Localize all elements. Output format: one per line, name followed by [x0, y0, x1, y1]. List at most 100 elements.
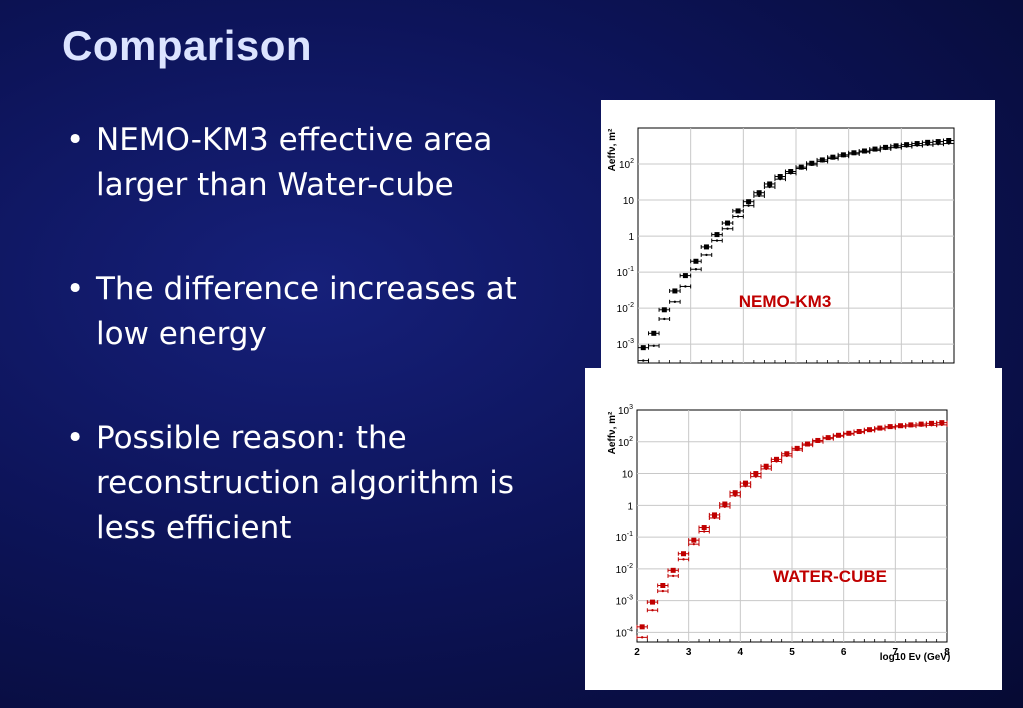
bullet-list: • NEMO-KM3 effective area larger than Wat… [62, 118, 572, 610]
bullet-text: NEMO-KM3 effective area larger than Wate… [96, 122, 493, 203]
data-point-secondary [915, 144, 919, 147]
data-point [918, 421, 924, 427]
water-cube-effective-area-chart: 2 3 4 5 6 7 8 10-4 10-3 10-2 10-1 1 10 102 103 log10 Eν… [607, 404, 951, 663]
data-point [840, 152, 846, 158]
y-tick-label: 10 [622, 470, 634, 481]
data-point-secondary [651, 609, 654, 612]
data-point-secondary [795, 448, 799, 452]
data-point [925, 139, 931, 145]
data-point-secondary [806, 444, 809, 447]
data-point-secondary [684, 285, 687, 288]
bullet-dot: • [66, 271, 85, 307]
y-tick-label: 1 [627, 501, 633, 512]
data-point [784, 451, 790, 457]
y-tick-label: 10-1 [616, 531, 633, 544]
chart-series-label: NEMO-KM3 [739, 292, 832, 311]
bullet-item: • The difference increases at low energy [62, 267, 572, 357]
data-point-secondary [779, 177, 782, 181]
data-point-secondary [852, 152, 856, 156]
y-tick-label: 10-1 [617, 266, 634, 279]
data-point-secondary [930, 424, 933, 427]
data-point [682, 273, 688, 279]
x-tick-label: 2 [634, 647, 640, 658]
data-point-secondary [692, 542, 696, 546]
y-tick-label: 103 [618, 404, 633, 417]
data-point-secondary [899, 425, 902, 429]
data-point [883, 144, 889, 150]
data-point [703, 244, 709, 250]
y-tick-label: 10-2 [616, 563, 633, 576]
watercube-chart-panel: 2 3 4 5 6 7 8 10-4 10-3 10-2 10-1 1 10 102 103 log10 Eν… [585, 368, 1002, 690]
data-point-secondary [723, 505, 727, 508]
data-point-secondary [810, 163, 813, 167]
data-point-secondary [816, 440, 820, 443]
data-point [777, 174, 783, 180]
y-tick-label: 10 [623, 196, 635, 207]
x-tick-label: 3 [686, 647, 692, 658]
x-tick-label: 4 [738, 647, 744, 658]
data-point-secondary [905, 145, 908, 148]
data-point-secondary [800, 167, 803, 170]
x-tick-label: 7 [893, 647, 899, 658]
data-point [794, 445, 800, 451]
x-axis-label: log10 Eν (GeV) [880, 652, 951, 663]
data-point-secondary [768, 185, 771, 189]
data-point-secondary [715, 239, 719, 242]
data-point-secondary [754, 475, 758, 478]
data-point-secondary [713, 516, 716, 520]
bullet-text: The difference increases at low energy [96, 271, 517, 352]
data-point [725, 220, 731, 226]
slide-title: Comparison [62, 22, 313, 69]
data-point [650, 599, 655, 605]
y-tick-label: 102 [619, 158, 634, 171]
data-point-secondary [733, 494, 737, 497]
data-point [929, 420, 934, 426]
data-point-secondary [736, 215, 740, 218]
data-point [681, 551, 686, 557]
data-point [893, 143, 899, 149]
data-point [904, 142, 910, 148]
data-point-secondary [694, 268, 698, 271]
data-point-secondary [663, 317, 666, 321]
data-point-secondary [888, 426, 892, 430]
bullet-item: • Possible reason: the reconstruction alg… [62, 416, 572, 551]
y-axis-label: Aeffν, m² [607, 411, 618, 454]
data-point [872, 146, 878, 152]
data-point-secondary [863, 150, 866, 154]
data-point [798, 164, 804, 170]
data-point-secondary [747, 204, 750, 207]
data-point [819, 157, 825, 163]
bullet-item: • NEMO-KM3 effective area larger than Wat… [62, 118, 572, 208]
y-tick-label: 1 [628, 232, 634, 243]
data-point-secondary [785, 454, 789, 458]
bullet-dot: • [66, 122, 85, 158]
data-point [946, 137, 952, 143]
y-tick-label: 10-3 [617, 338, 634, 351]
data-point [887, 424, 893, 430]
data-point-secondary [640, 636, 644, 639]
data-point-secondary [947, 142, 950, 145]
data-point-secondary [764, 467, 768, 471]
data-point-secondary [937, 143, 940, 146]
data-point-secondary [789, 172, 792, 175]
x-tick-label: 8 [944, 647, 950, 658]
data-point [908, 422, 914, 428]
data-point-secondary [884, 147, 887, 151]
bullet-text: Possible reason: the reconstruction algo… [96, 420, 515, 546]
data-point [714, 232, 720, 238]
data-point-secondary [878, 427, 882, 431]
data-point-secondary [940, 423, 944, 427]
data-point [732, 490, 738, 496]
data-point-secondary [831, 157, 835, 160]
data-point [735, 208, 741, 214]
data-point-secondary [673, 300, 677, 303]
data-point-secondary [726, 227, 729, 230]
data-point-secondary [842, 154, 845, 158]
data-point-secondary [868, 429, 871, 432]
data-point [743, 480, 748, 486]
data-point [672, 288, 678, 294]
data-point-secondary [744, 484, 747, 488]
data-point [712, 512, 717, 518]
